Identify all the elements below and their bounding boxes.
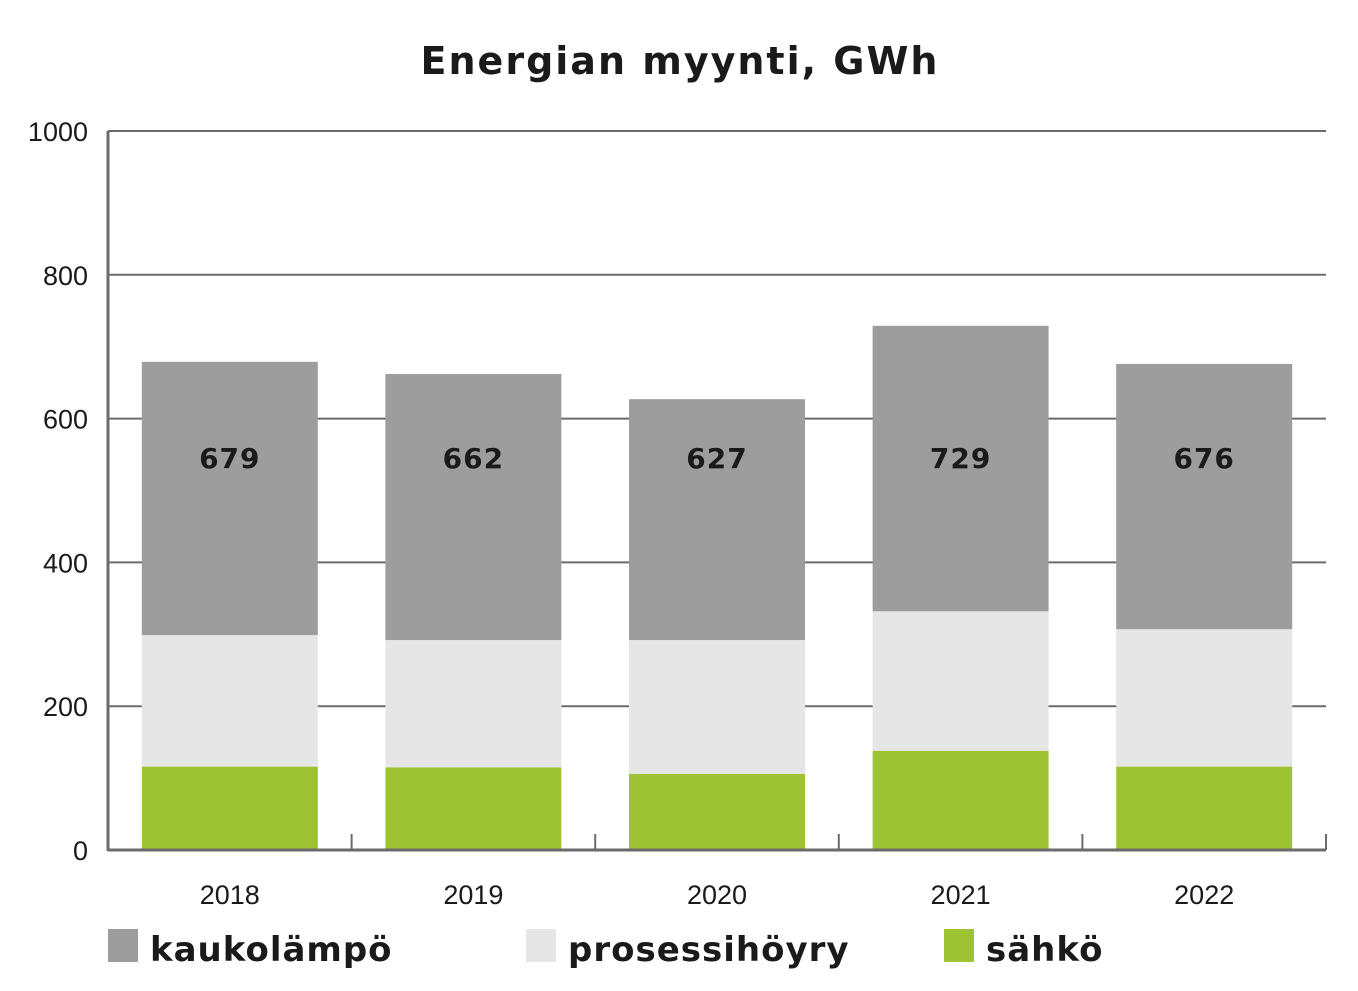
y-tick-label-200: 200 bbox=[43, 692, 88, 722]
bar-2019-kaukolämpö bbox=[385, 374, 562, 641]
legend-label-sähkö: sähkö bbox=[986, 930, 1103, 970]
total-label-2021: 729 bbox=[930, 442, 991, 475]
x-tick-label-2020: 2020 bbox=[687, 880, 747, 910]
axes bbox=[106, 131, 1327, 852]
y-tick-label-800: 800 bbox=[43, 261, 88, 291]
bar-2020-prosessihöyry bbox=[629, 640, 805, 774]
total-label-2020: 627 bbox=[686, 442, 747, 475]
y-tick-label-0: 0 bbox=[73, 836, 88, 866]
legend-swatch-sähkö bbox=[944, 929, 974, 962]
legend-swatch-kaukolämpö bbox=[108, 929, 138, 962]
x-tick-label-2019: 2019 bbox=[443, 880, 503, 910]
chart-title: Energian myynti, GWh bbox=[421, 39, 940, 83]
bar-2022-kaukolämpö bbox=[1116, 363, 1293, 630]
bar-2019-prosessihöyry bbox=[385, 640, 562, 768]
total-label-2018: 679 bbox=[199, 442, 260, 475]
total-label-2019: 662 bbox=[443, 442, 504, 475]
legend-label-kaukolämpö: kaukolämpö bbox=[150, 930, 393, 970]
bar-2020-sähkö bbox=[629, 773, 805, 850]
x-tick-label-2021: 2021 bbox=[931, 880, 991, 910]
bar-2018-sähkö bbox=[141, 766, 318, 850]
bars bbox=[141, 325, 1293, 850]
bar-2021-sähkö bbox=[872, 750, 1049, 850]
bar-2021-kaukolämpö bbox=[872, 325, 1049, 612]
bar-2019-sähkö bbox=[385, 767, 562, 850]
bar-2022-sähkö bbox=[1116, 766, 1293, 850]
x-tick-label-2022: 2022 bbox=[1174, 880, 1234, 910]
x-tick-label-2018: 2018 bbox=[200, 880, 260, 910]
y-tick-label-600: 600 bbox=[43, 405, 88, 435]
bar-2021-prosessihöyry bbox=[872, 611, 1049, 751]
y-tick-label-1000: 1000 bbox=[28, 117, 88, 147]
legend-label-prosessihöyry: prosessihöyry bbox=[568, 930, 850, 970]
labels: 0 200 400 600 800 1000 679 2018 662 2019 627 2020 72… bbox=[28, 117, 1234, 910]
bar-2018-prosessihöyry bbox=[141, 635, 318, 767]
legend-swatch-prosessihöyry bbox=[526, 929, 556, 962]
bar-2022-prosessihöyry bbox=[1116, 629, 1293, 767]
legend: kaukolämpö prosessihöyry sähkö bbox=[108, 929, 1103, 970]
total-label-2022: 676 bbox=[1173, 442, 1234, 475]
bar-2018-kaukolämpö bbox=[141, 361, 318, 636]
y-tick-label-400: 400 bbox=[43, 548, 88, 578]
bar-2020-kaukolämpö bbox=[629, 399, 805, 641]
